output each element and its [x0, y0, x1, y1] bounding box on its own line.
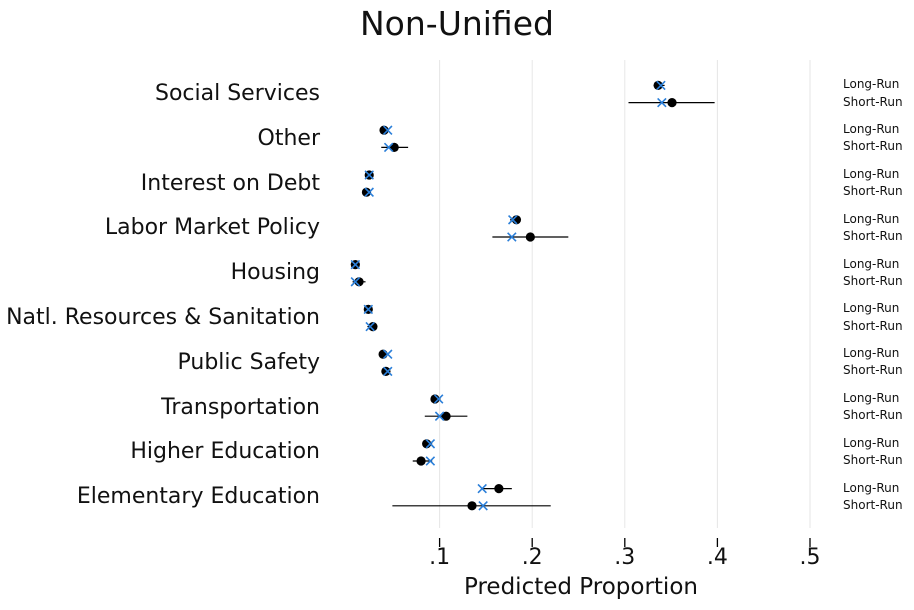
x-tick-label: .4 — [706, 545, 728, 570]
long-run-label: Long-Run — [843, 346, 900, 361]
short-run-estimate-dot — [368, 322, 378, 332]
long-run-estimate-dot — [378, 349, 388, 359]
short-run-label: Short-Run — [843, 229, 903, 243]
estimate-cross-marker — [364, 187, 374, 197]
category-label: Housing — [230, 260, 320, 286]
estimate-cross-marker — [383, 142, 394, 153]
estimate-cross-marker — [425, 456, 436, 466]
short-run-label: Short-Run — [843, 453, 903, 467]
long-run-estimate-dot — [653, 80, 663, 90]
estimate-cross-marker — [425, 439, 436, 449]
short-run-estimate-dot — [361, 187, 372, 197]
estimate-cross-marker — [382, 349, 393, 359]
estimate-cross-marker — [350, 259, 361, 270]
long-run-label: Long-Run — [843, 122, 900, 137]
long-run-label: Long-Run — [843, 77, 900, 92]
short-run-label: Short-Run — [843, 497, 903, 512]
category-label: Social Services — [155, 81, 320, 106]
category-label: Other — [257, 125, 320, 151]
long-run-label: Long-Run — [843, 480, 900, 495]
short-run-label: Short-Run — [843, 363, 903, 378]
short-run-estimate-dot — [441, 411, 451, 421]
category-label: Higher Education — [130, 439, 320, 465]
estimate-cross-marker — [382, 366, 393, 377]
estimate-cross-marker — [478, 501, 488, 511]
long-run-estimate-dot — [494, 484, 504, 494]
estimate-cross-marker — [365, 321, 375, 332]
long-run-label: Long-Run — [843, 391, 900, 405]
short-run-label: Short-Run — [843, 184, 903, 199]
short-run-estimate-dot — [467, 501, 477, 511]
estimate-cross-marker — [477, 483, 487, 494]
long-run-label: Long-Run — [843, 435, 900, 450]
short-run-label: Short-Run — [843, 273, 903, 288]
estimate-cross-marker — [382, 125, 393, 135]
category-label: Interest on Debt — [140, 170, 320, 196]
estimate-cross-marker — [507, 232, 517, 242]
estimate-cross-marker — [364, 170, 374, 180]
long-run-label: Long-Run — [843, 211, 900, 226]
category-label: Transportation — [161, 394, 320, 420]
short-run-label: Short-Run — [843, 139, 903, 154]
x-axis-label: Predicted Proportion — [464, 574, 698, 600]
short-run-label: Short-Run — [843, 94, 903, 109]
estimate-cross-marker — [363, 304, 374, 315]
x-tick-label: .2 — [521, 545, 543, 570]
long-run-label: Long-Run — [843, 256, 900, 271]
short-run-estimate-dot — [667, 98, 677, 108]
chart-title: Non-Unified — [360, 4, 554, 43]
short-run-label: Short-Run — [843, 318, 903, 333]
estimate-cross-marker — [657, 97, 667, 108]
x-tick-label: .3 — [614, 545, 636, 570]
estimate-cross-marker — [434, 411, 445, 421]
long-run-label: Long-Run — [843, 301, 900, 316]
estimate-cross-marker — [350, 277, 361, 287]
short-run-estimate-dot — [525, 232, 535, 242]
short-run-estimate-dot — [416, 456, 426, 466]
short-run-estimate-dot — [381, 366, 391, 376]
short-run-label: Short-Run — [843, 408, 903, 423]
long-run-label: Long-Run — [843, 167, 900, 181]
category-label: Labor Market Policy — [104, 215, 320, 241]
estimate-cross-marker — [656, 80, 666, 91]
x-tick-label: .5 — [799, 545, 821, 570]
estimate-cross-marker — [507, 215, 518, 225]
x-tick-label: .1 — [429, 545, 451, 570]
category-label: Natl. Resources & Sanitation — [6, 305, 320, 330]
category-label: Elementary Education — [76, 484, 320, 510]
category-label: Public Safety — [177, 349, 320, 375]
estimate-cross-marker — [433, 394, 444, 404]
